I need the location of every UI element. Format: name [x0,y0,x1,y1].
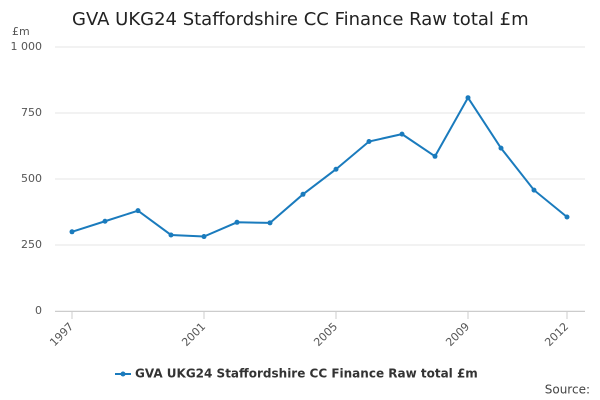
point [531,187,537,193]
x-tick-label: 2005 [311,320,340,349]
y-tick-label: 500 [21,172,42,185]
point [498,145,504,151]
point [432,153,438,159]
point [168,232,174,238]
legend-label: GVA UKG24 Staffordshire CC Finance Raw t… [135,367,478,381]
point [300,191,306,197]
point [267,220,273,226]
point [135,208,141,214]
point [564,214,570,220]
x-tick-label: 2012 [542,320,571,349]
y-tick-label: 750 [21,106,42,119]
legend-swatch-dot [120,371,126,377]
point [201,234,207,240]
y-axis-label: £m [12,25,30,38]
y-tick-label: 250 [21,238,42,251]
point [234,219,240,225]
point [399,131,405,137]
point [102,218,108,224]
x-tick-label: 2001 [179,320,208,349]
chart-title: GVA UKG24 Staffordshire CC Finance Raw t… [72,9,529,30]
point [333,166,339,172]
y-tick-label: 1 000 [11,40,43,53]
point [69,229,75,235]
source: Source: [545,383,590,397]
point [366,139,372,145]
x-tick-label: 1997 [47,320,76,349]
x-tick-label: 2009 [443,320,472,349]
point [465,95,471,101]
line [71,95,568,238]
y-tick-label: 0 [35,304,42,317]
